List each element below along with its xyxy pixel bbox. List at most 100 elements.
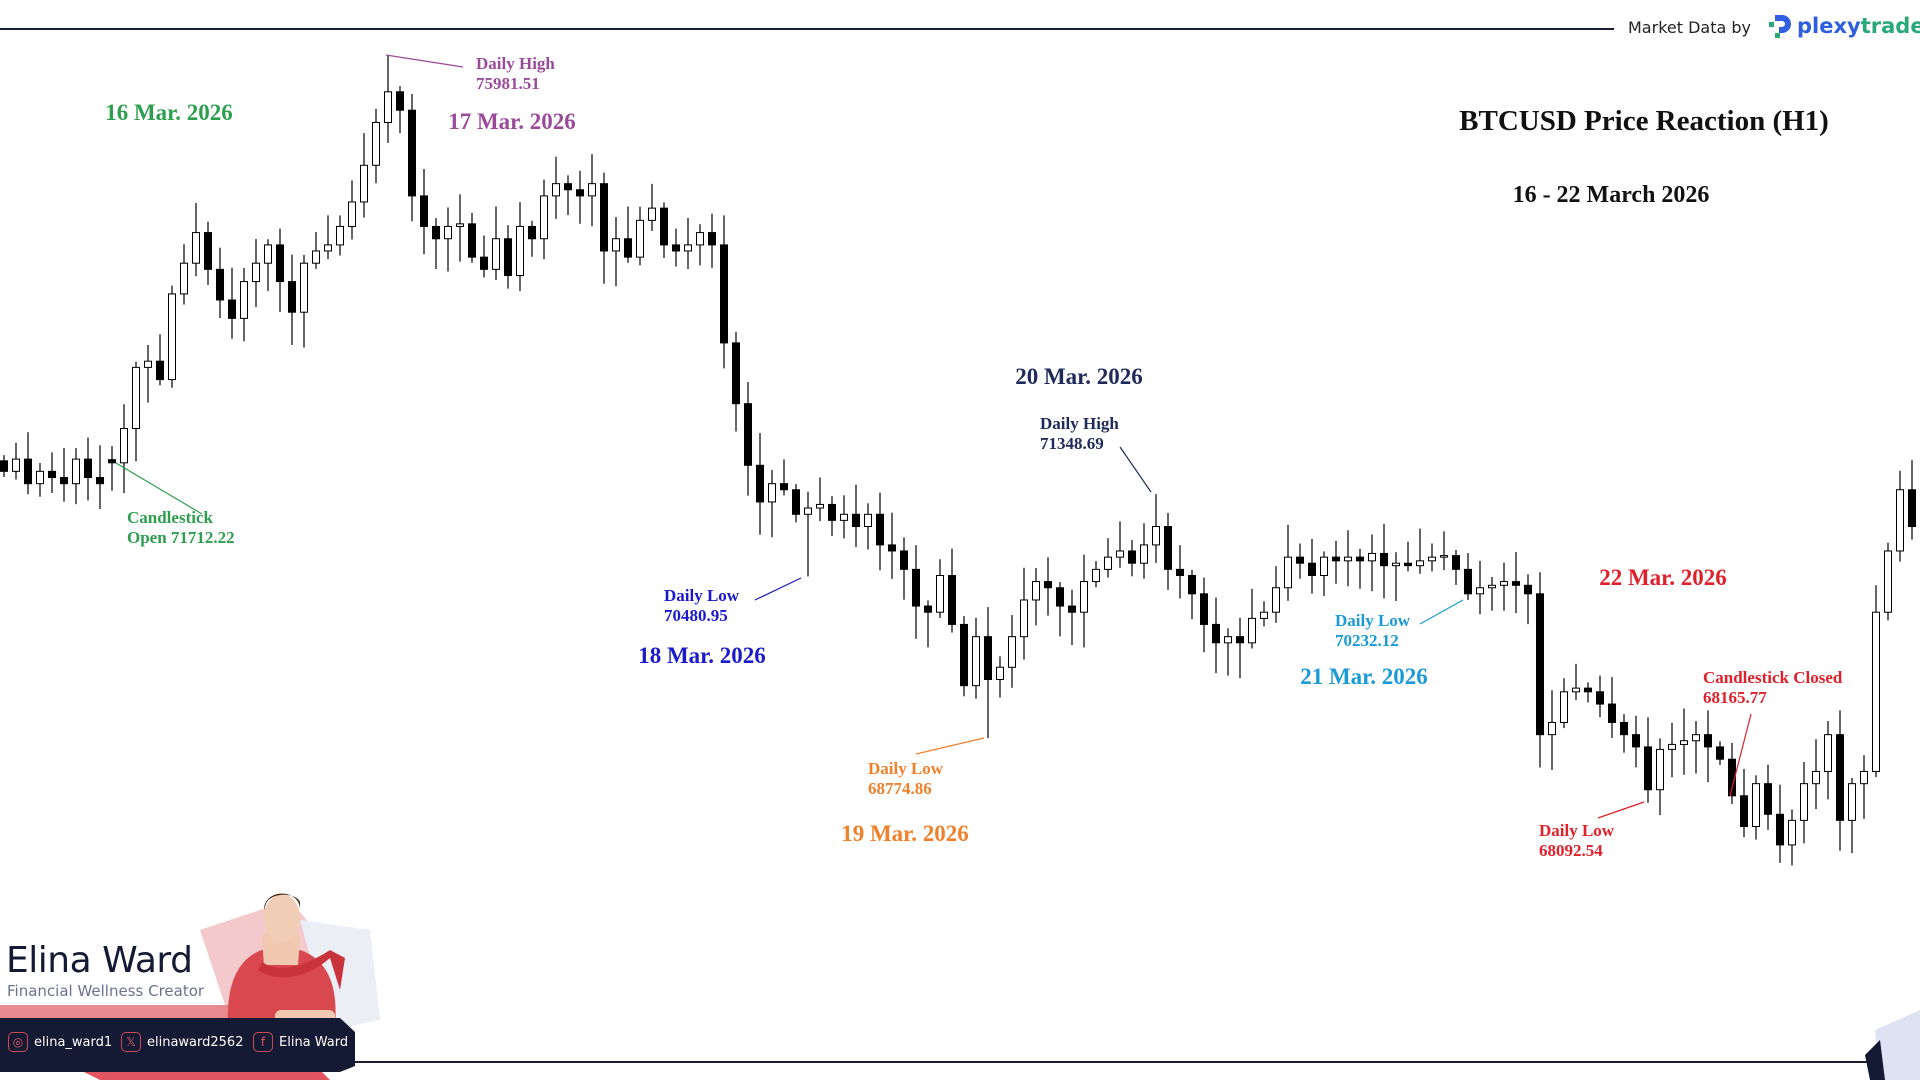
candle-body — [204, 232, 212, 270]
candle-body — [516, 225, 524, 277]
candle-body — [1536, 593, 1544, 736]
candle-body — [1572, 687, 1580, 693]
candle-body — [1320, 556, 1328, 577]
brand-name-part2: trade — [1860, 14, 1920, 38]
x-icon: 𝕏 — [121, 1032, 141, 1052]
candle-body — [444, 225, 452, 240]
market-data-label: Market Data by — [1628, 18, 1751, 37]
candle-body — [1812, 770, 1820, 785]
day-label-21: 21 Mar. 2026 — [1300, 664, 1428, 689]
social-instagram[interactable]: ◎ elina_ward1 — [8, 1032, 112, 1052]
candle-body — [1836, 734, 1844, 821]
candle-body — [1440, 555, 1448, 558]
candle-body — [852, 513, 860, 528]
chart-title: BTCUSD Price Reaction (H1) — [1459, 105, 1829, 137]
candle-body — [312, 250, 320, 264]
candle-body — [1236, 636, 1244, 644]
candle-body — [1188, 575, 1196, 595]
candle-body — [228, 299, 236, 319]
candle-body — [816, 503, 824, 509]
creator-banner-graphic — [0, 893, 380, 1080]
candle-body — [156, 360, 164, 381]
candle-body — [1092, 568, 1100, 583]
leader-line-low-22 — [1597, 801, 1645, 819]
candle-body — [744, 403, 752, 466]
candle-body — [792, 489, 800, 515]
candle-body — [168, 293, 176, 381]
candle-body — [24, 458, 32, 485]
social-facebook[interactable]: f Elina Ward — [253, 1032, 348, 1052]
candle-body — [504, 238, 512, 277]
candle-body — [600, 183, 608, 252]
candle-body — [696, 232, 704, 246]
candle-body — [660, 207, 668, 246]
candle-body — [1560, 691, 1568, 723]
candle-body — [1512, 581, 1520, 586]
candle-body — [828, 503, 836, 521]
day-label-20: 20 Mar. 2026 — [1015, 364, 1143, 389]
candle-body — [948, 575, 956, 625]
candle-body — [720, 244, 728, 344]
pink-stripe-decor — [0, 1005, 250, 1020]
candle-body — [240, 281, 248, 319]
creator-role: Financial Wellness Creator — [7, 982, 205, 1000]
plexytrade-logo-icon — [1769, 15, 1791, 38]
candle-body — [1656, 748, 1664, 791]
candle-body — [300, 262, 308, 313]
candle-body — [1416, 560, 1424, 567]
candle-body — [612, 238, 620, 252]
candle-body — [1344, 556, 1352, 562]
candle-body — [1764, 783, 1772, 815]
candle-body — [1500, 581, 1508, 586]
candle-body — [1644, 746, 1652, 791]
day-label-22: 22 Mar. 2026 — [1599, 565, 1727, 590]
candle-body — [1056, 587, 1064, 607]
candle-body — [252, 262, 260, 283]
candle-body — [0, 460, 8, 472]
candle-body — [1284, 556, 1292, 589]
candle-body — [636, 219, 644, 258]
candle-body — [1608, 703, 1616, 723]
candle-body — [912, 568, 920, 607]
leader-lines — [115, 54, 1752, 819]
day-label-19: 19 Mar. 2026 — [841, 821, 969, 846]
candle-body — [132, 366, 140, 430]
candle-body — [1476, 587, 1484, 595]
candle-body — [1740, 795, 1748, 828]
candle-body — [1032, 581, 1040, 601]
candle-body — [648, 207, 656, 221]
candle-body — [972, 636, 980, 687]
candle-body — [1788, 819, 1796, 846]
candle-body — [1800, 783, 1808, 821]
candle-body — [888, 544, 896, 552]
candle-body — [840, 513, 848, 521]
candle-body — [1008, 636, 1016, 668]
candle-body — [1752, 783, 1760, 828]
candle-body — [1896, 489, 1904, 552]
candle-body — [96, 477, 104, 485]
candle-body — [732, 342, 740, 405]
candle-body — [1488, 584, 1496, 589]
candle-body — [384, 91, 392, 123]
candle-body — [1704, 734, 1712, 748]
bottom-divider — [340, 1061, 1880, 1063]
candle-body — [1104, 556, 1112, 570]
candle-body — [1044, 581, 1052, 589]
candle-body — [12, 458, 20, 472]
leader-line-high-20 — [1119, 446, 1152, 493]
candle-body — [1848, 783, 1856, 821]
candle-body — [408, 109, 416, 197]
candle-body — [1908, 489, 1916, 528]
candle-body — [900, 550, 908, 570]
candle-body — [1464, 568, 1472, 595]
candle-body — [1296, 556, 1304, 564]
candle-body — [1248, 617, 1256, 644]
annotation-daily-low-18: Daily Low 70480.95 — [664, 586, 740, 625]
candle-body — [456, 223, 464, 227]
candle-body — [120, 428, 128, 464]
candle-body — [1392, 562, 1400, 567]
candle-body — [84, 458, 92, 479]
candle-body — [1080, 581, 1088, 613]
candle-body — [984, 636, 992, 681]
